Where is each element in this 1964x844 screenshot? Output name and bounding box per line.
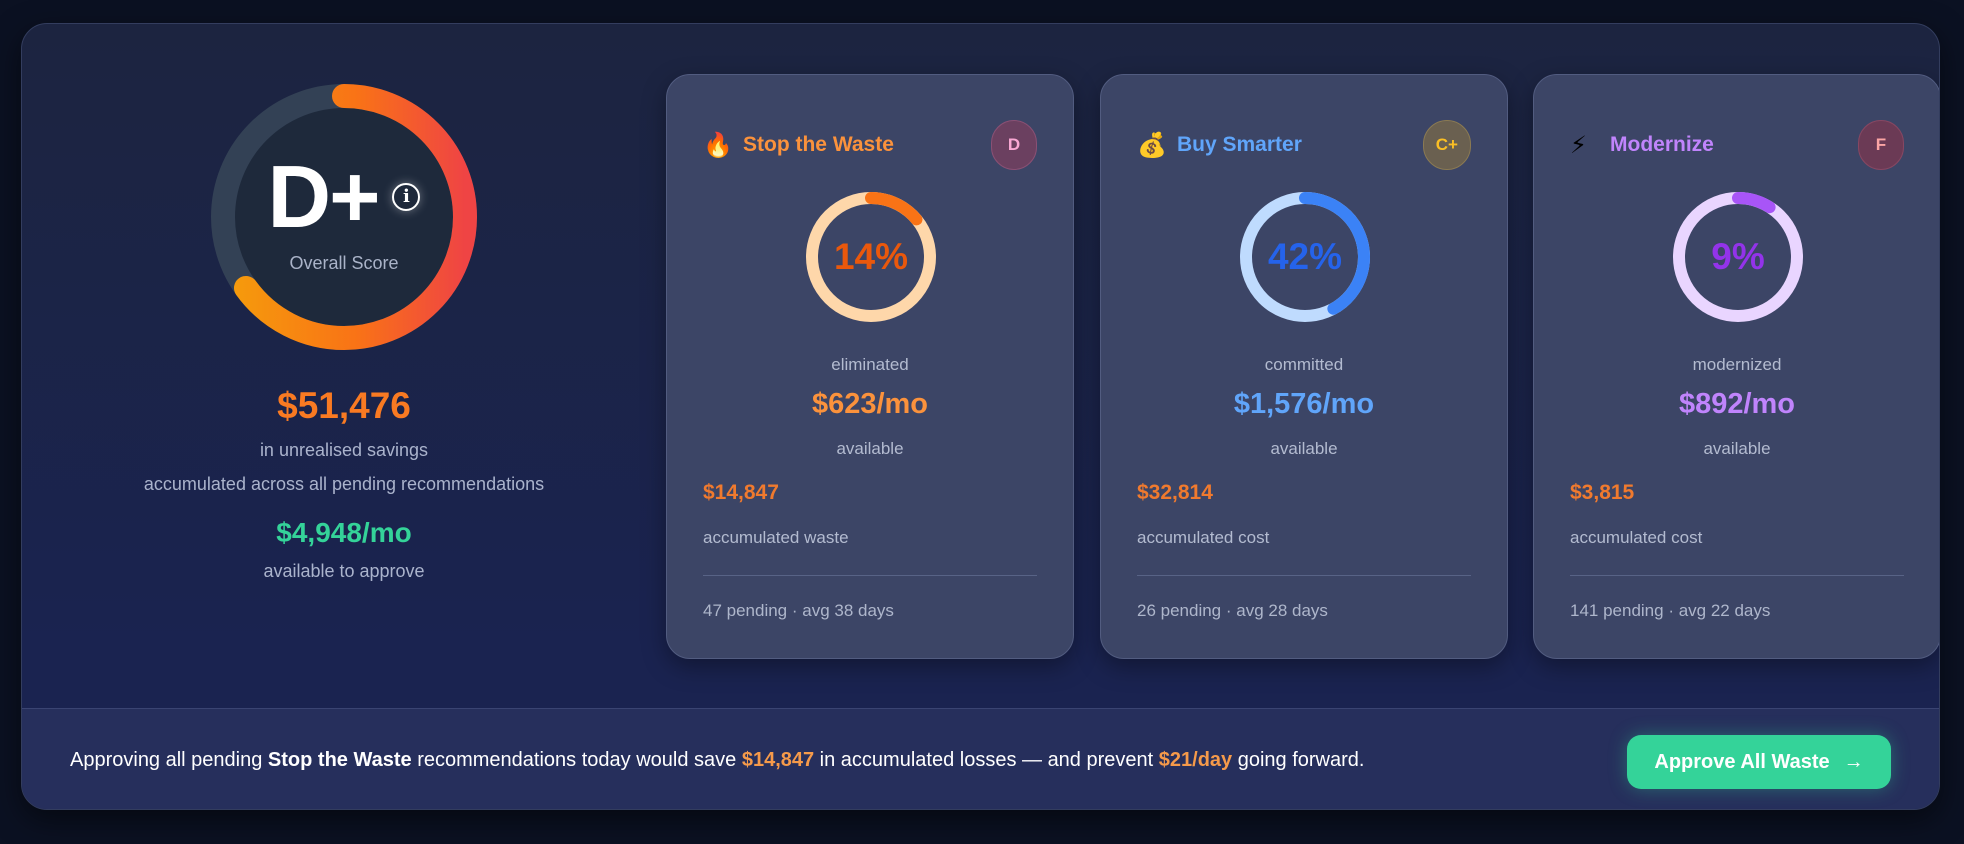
callout-text-part: recommendations today would save (411, 749, 742, 771)
approve-all-waste-button[interactable]: Approve All Waste → (1627, 735, 1891, 789)
fire-icon: 🔥 (703, 131, 733, 159)
approval-callout-text: Approving all pending Stop the Waste rec… (70, 709, 1365, 809)
monthly-savings: $1,576/mo (1233, 388, 1375, 420)
category-card-modernize[interactable]: ⚡ Modernize F 9% modernized $892/mo avai… (1533, 74, 1939, 659)
accumulated-label: accumulated across all pending recommend… (143, 474, 545, 495)
progress-ring: 14% (804, 190, 938, 324)
category-card-buy-smarter[interactable]: 💰 Buy Smarter C+ 42% committed $1,576/mo… (1100, 74, 1508, 659)
card-title: Modernize (1610, 133, 1714, 156)
callout-text-part: going forward. (1232, 749, 1365, 771)
overall-score-ring: D+ i Overall Score (211, 84, 477, 350)
accumulated-value: $3,815 (1570, 481, 1635, 504)
pending-summary: 47 pending · avg 38 days (703, 601, 894, 620)
progress-ring: 42% (1238, 190, 1372, 324)
status-label: modernized (1692, 355, 1782, 374)
pending-summary: 26 pending · avg 28 days (1137, 601, 1328, 620)
accumulated-label: accumulated cost (1137, 528, 1270, 547)
callout-category-name: Stop the Waste (267, 749, 412, 771)
callout-text-part: Approving all pending (70, 749, 268, 771)
divider (1570, 575, 1904, 576)
unrealised-savings-value: $51,476 (277, 385, 411, 426)
card-title: Buy Smarter (1177, 133, 1302, 156)
progress-percent: 9% (1711, 236, 1765, 277)
accumulated-value: $32,814 (1137, 481, 1213, 504)
monthly-savings: $892/mo (1678, 388, 1796, 420)
available-label: available (1703, 439, 1771, 458)
money-bag-icon: 💰 (1137, 131, 1167, 159)
grade-badge: F (1858, 120, 1904, 170)
status-label: eliminated (831, 355, 909, 374)
lightning-icon: ⚡ (1570, 131, 1587, 159)
overall-score-section: D+ i Overall Score $51,476 in unrealised… (22, 24, 666, 708)
available-label: available (1270, 439, 1338, 458)
callout-savings-amount: $14,847 (741, 749, 815, 771)
callout-daily-amount: $21/day (1158, 749, 1233, 771)
monthly-savings: $623/mo (811, 388, 929, 420)
pending-summary: 141 pending · avg 22 days (1570, 601, 1771, 620)
status-label: committed (1264, 355, 1344, 374)
overall-grade: D+ (267, 146, 381, 246)
overall-score-label: Overall Score (289, 252, 399, 273)
available-monthly-value: $4,948/mo (276, 517, 412, 549)
accumulated-label: accumulated cost (1570, 528, 1703, 547)
score-ring-graphic (211, 84, 477, 350)
available-label: available to approve (263, 561, 425, 582)
grade-badge: D (991, 120, 1037, 170)
arrow-right-icon: → (1843, 750, 1864, 773)
approval-callout-bar: Approving all pending Stop the Waste rec… (22, 708, 1939, 809)
callout-text-part: in accumulated losses — and prevent (814, 749, 1159, 771)
unrealised-savings-label: in unrealised savings (259, 440, 429, 461)
category-card-stop-the-waste[interactable]: 🔥 Stop the Waste D 14% eliminated $623/m… (666, 74, 1074, 659)
approve-button-label: Approve All Waste (1654, 750, 1830, 773)
progress-percent: 14% (833, 236, 909, 277)
divider (1137, 575, 1471, 576)
grade-badge: C+ (1422, 120, 1471, 170)
accumulated-label: accumulated waste (703, 528, 849, 547)
progress-percent: 42% (1267, 236, 1343, 277)
info-icon[interactable]: i (392, 182, 421, 211)
divider (703, 575, 1037, 576)
available-label: available (836, 439, 904, 458)
progress-ring: 9% (1671, 190, 1805, 324)
score-center: D+ i Overall Score (211, 84, 477, 350)
card-title: Stop the Waste (743, 133, 894, 156)
savings-scorecard-panel: D+ i Overall Score $51,476 in unrealised… (21, 23, 1940, 810)
overall-stats: $51,476 in unrealised savings accumulate… (22, 384, 666, 582)
accumulated-value: $14,847 (703, 481, 779, 504)
